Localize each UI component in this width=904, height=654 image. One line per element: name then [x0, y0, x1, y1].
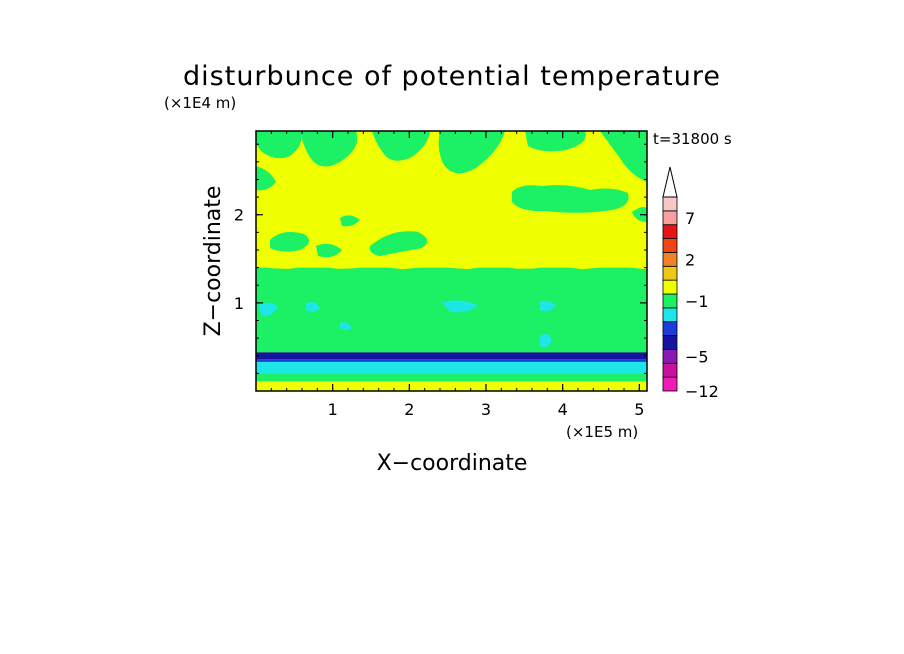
colorbar-segment [662, 279, 678, 295]
colorbar-segment [662, 210, 678, 226]
x-axis-label: X−coordinate [377, 451, 528, 476]
y-tick-label: 1 [234, 294, 244, 313]
colorbar: −12−5−127 [662, 166, 719, 401]
y-unit-label: (×1E4 m) [164, 94, 236, 112]
upper-green-patches [256, 131, 647, 258]
colorbar-segment [662, 307, 678, 323]
colorbar-segment [662, 335, 678, 350]
contour-layer [256, 361, 647, 374]
colorbar-segment [662, 349, 678, 364]
time-label: t=31800 s [653, 130, 732, 148]
colorbar-segment [662, 252, 678, 267]
colorbar-segment [662, 238, 678, 253]
x-tick-label: 3 [481, 400, 491, 419]
colorbar-segment [662, 224, 678, 239]
x-tick-label: 4 [558, 400, 568, 419]
colorbar-extend-arrow [662, 166, 678, 198]
y-axis-label: Z−coordinate [201, 186, 226, 337]
colorbar-segment [662, 265, 678, 281]
contour-layers [256, 131, 647, 391]
y-axis-ticks: 12 [234, 143, 647, 374]
colorbar-label: 7 [685, 209, 695, 228]
colorbar-segment [662, 321, 678, 336]
contour-layer [256, 131, 647, 268]
contour-layer [256, 381, 647, 391]
colorbar-segment [662, 293, 678, 309]
chart-title: disturbunce of potential temperature [183, 61, 721, 92]
contour-layer [256, 359, 647, 362]
x-axis-ticks: 1 2 3 4 5 [270, 131, 644, 419]
y-tick-label: 2 [234, 206, 244, 225]
colorbar-segment [662, 362, 678, 378]
plot-frame [255, 130, 648, 392]
colorbar-label: −12 [685, 382, 719, 401]
colorbar-label: 2 [685, 250, 695, 269]
x-tick-label: 5 [634, 400, 644, 419]
x-tick-label: 1 [328, 400, 338, 419]
colorbar-label: −1 [685, 292, 709, 311]
x-unit-label: (×1E5 m) [566, 423, 638, 441]
colorbar-segment [662, 196, 678, 212]
colorbar-label: −5 [685, 347, 709, 366]
mid-cyan-patches [258, 300, 556, 348]
contour-layer [256, 352, 647, 360]
x-tick-label: 2 [404, 400, 414, 419]
colorbar-segment [662, 376, 678, 392]
contour-layer [256, 373, 647, 382]
